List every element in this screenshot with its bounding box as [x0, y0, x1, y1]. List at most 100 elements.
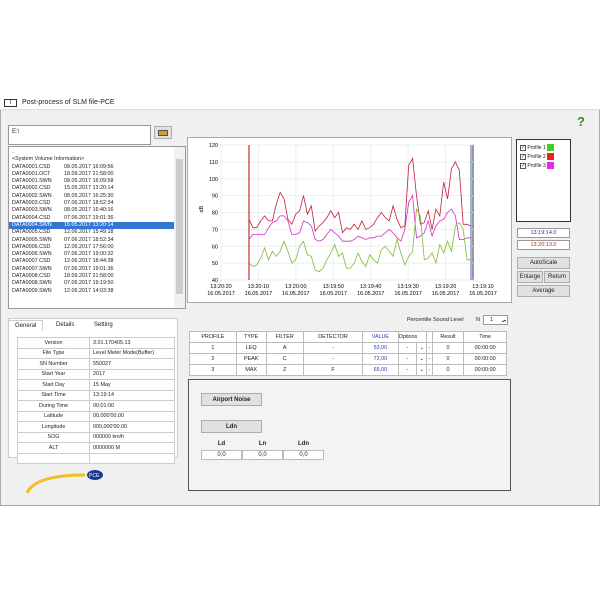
file-date: 12.06.2017 17:56:00 [64, 243, 114, 250]
property-row: File Type Level Meter Mode(Buffer) [17, 347, 175, 359]
legend-item[interactable]: ✓ Profile 2 [520, 153, 555, 161]
x-tick-date: 16.05.2017 [394, 291, 422, 297]
file-list-item[interactable]: DATA0007.SWN 07.06.2017 19:01:36 [9, 266, 185, 273]
return-button[interactable]: Return [544, 271, 570, 283]
file-list-item[interactable]: .. [9, 149, 185, 156]
table-cell: 2 [189, 353, 237, 365]
file-name: DATA0002.CSD [12, 185, 51, 192]
pce-logo: PCE [25, 465, 105, 495]
checkbox[interactable]: ✓ [520, 153, 526, 160]
table-cell[interactable]: - [397, 353, 418, 365]
property-label: Start Year [17, 368, 90, 380]
y-tick-label: 80 [212, 211, 218, 217]
tab-details[interactable]: Details [56, 322, 75, 328]
table-cell[interactable]: - [397, 364, 418, 376]
property-value: 15 May [89, 379, 175, 391]
property-row: Start Year 2017 [17, 368, 175, 380]
column-header: DETECTOR [302, 331, 364, 343]
file-list-item[interactable]: DATA0001.SWN 08.05.2017 16:09:58 [9, 178, 185, 185]
file-date: 08.05.2017 16:09:56 [64, 163, 114, 170]
table-cell: LEQ [235, 342, 267, 354]
airport-noise-button[interactable]: Airport Noise [201, 393, 262, 406]
file-list-item[interactable]: DATA0004.CSD 07.06.2017 19:01:36 [9, 215, 185, 222]
file-list-item[interactable]: DATA0001.CSD 08.05.2017 16:09:56 [9, 164, 185, 171]
file-list-item[interactable]: DATA0001.OCT 18.09.2017 21:58:00 [9, 171, 185, 178]
x-tick-date: 16.05.2017 [357, 291, 385, 297]
percentile-spinner[interactable]: 1 ▴▾ [483, 315, 508, 325]
file-list[interactable]: .. <System Volume Information> DATA0001.CS… [8, 146, 186, 309]
enlarge-button[interactable]: Enlarge [517, 271, 543, 283]
legend-item[interactable]: ✓ Profile 1 [520, 144, 555, 152]
table-cell: - [302, 353, 364, 365]
property-row: SN Number 550027 [17, 358, 175, 370]
autoscale-button[interactable]: AutoScale [517, 257, 570, 269]
ldn-button[interactable]: Ldn [201, 420, 262, 433]
table-cell: 53,00 [362, 342, 399, 354]
file-date: 08.05.2017 16:25:30 [64, 192, 114, 199]
file-list-item[interactable]: DATA0003.SWN 08.05.2017 16:40:16 [9, 207, 185, 214]
help-icon[interactable]: ? [577, 114, 585, 129]
y-tick-label: 70 [212, 227, 218, 233]
file-list-item[interactable]: DATA0008.SWN 07.06.2017 19:19:50 [9, 280, 185, 287]
legend-item[interactable]: ✓ Profile 3 [520, 162, 555, 170]
table-cell: 00:00:00 [463, 353, 507, 365]
y-tick-label: 110 [209, 160, 218, 166]
file-date: 07.06.2017 19:01:36 [64, 265, 114, 272]
file-list-item[interactable]: DATA0009.SWN 12.06.2017 14:03:38 [9, 288, 185, 295]
table-cell: PEAK [235, 353, 267, 365]
file-list-scrollbar[interactable] [174, 147, 185, 308]
file-name: .. [12, 149, 15, 155]
file-date: 12.06.2017 18:44:38 [64, 258, 114, 265]
column-header: Time [463, 331, 507, 343]
x-tick-label: 13:19:10 [472, 284, 493, 290]
checkbox[interactable]: ✓ [520, 162, 526, 169]
file-list-item[interactable]: <System Volume Information> [9, 156, 185, 163]
file-name: DATA0006.CSD [12, 243, 51, 250]
y-tick-label: 120 [209, 143, 218, 149]
options-dropdown-icon[interactable]: ⌄ [416, 342, 428, 354]
file-list-item[interactable]: DATA0005.CSD 12.06.2017 15:49:18 [9, 229, 185, 236]
tab-setting[interactable]: Setting [94, 322, 113, 328]
file-list-item[interactable]: DATA0003.CSD 07.06.2017 18:52:34 [9, 200, 185, 207]
property-value [89, 452, 175, 464]
average-button[interactable]: Average [517, 285, 570, 297]
file-name: DATA0003.SWN [12, 207, 52, 214]
options-dropdown-icon[interactable]: ⌄ [416, 353, 428, 365]
file-list-item[interactable]: DATA0002.CSD 15.05.2017 13:20:14 [9, 185, 185, 192]
y-tick-label: 60 [212, 244, 218, 250]
table-cell: Z [265, 364, 304, 376]
property-label: ALT [17, 442, 90, 454]
file-list-item[interactable]: DATA0004.SWN 15.05.2017 13:20:14 [9, 221, 185, 230]
file-date: 08.05.2017 16:09:58 [64, 178, 114, 185]
series-line-profile-1 [248, 207, 471, 273]
file-list-item[interactable]: DATA0008.CSD 18.09.2017 21:58:00 [9, 273, 185, 280]
path-input[interactable]: E:\ [8, 125, 151, 145]
file-list-item[interactable]: DATA0007.CSD 12.06.2017 18:44:38 [9, 258, 185, 265]
open-folder-button[interactable] [154, 126, 172, 139]
file-date: 07.06.2017 19:19:50 [64, 280, 114, 287]
level-chart[interactable]: 40506070809010011012013:20:2016.05.20171… [187, 137, 512, 303]
file-list-item[interactable]: DATA0006.CSD 12.06.2017 17:56:00 [9, 244, 185, 251]
file-list-item[interactable]: DATA0005.SWN 07.06.2017 18:52:34 [9, 237, 185, 244]
file-list-item[interactable]: DATA0006.SWN 07.06.2017 19:00:32 [9, 251, 185, 258]
property-value: 00:01:00 [89, 400, 175, 412]
property-value: 000,000'00.00 [89, 421, 175, 433]
percentile-value: 1 [490, 317, 494, 323]
table-cell[interactable]: - [397, 342, 418, 354]
legend-label: Profile 1 [527, 145, 546, 151]
table-cell: C [265, 353, 304, 365]
properties-table: Version 3.01.170405.13 File Type Level Mete… [17, 337, 175, 464]
table-cell: 3 [189, 364, 237, 376]
property-value: 13:19:14 [89, 389, 175, 401]
options-dropdown-icon[interactable]: ⌄ [416, 364, 428, 376]
property-value: 000000 km/h [89, 431, 175, 443]
property-row: Start Time 13:19:14 [17, 389, 175, 401]
property-row: SOG 000000 km/h [17, 431, 175, 443]
table-row: 3 MAX Z F 65,00- ⌄ -0 00:00:00 [189, 364, 507, 376]
checkbox[interactable]: ✓ [520, 144, 526, 151]
x-tick-date: 16.05.2017 [320, 291, 348, 297]
tab-general[interactable]: General [8, 320, 44, 331]
x-tick-label: 13:19:40 [360, 284, 381, 290]
file-list-item[interactable]: DATA0002.SWN 08.05.2017 16:25:30 [9, 193, 185, 200]
ldn-value: 0,0 [242, 450, 283, 460]
